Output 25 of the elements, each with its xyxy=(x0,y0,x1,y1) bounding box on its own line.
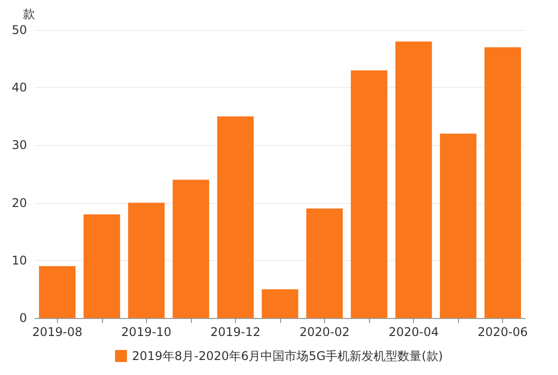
y-tick-label: 20 xyxy=(12,196,27,210)
legend-label: 2019年8月-2020年6月中国市场5G手机新发机型数量(款) xyxy=(132,349,443,363)
x-tick-label: 2020-02 xyxy=(299,325,350,339)
y-tick-label: 50 xyxy=(12,23,27,37)
bar xyxy=(262,289,298,318)
x-tick-label: 2019-08 xyxy=(32,325,82,339)
y-tick-label: 40 xyxy=(12,80,27,95)
y-tick-label: 0 xyxy=(19,311,27,325)
y-axis-title: 款 xyxy=(23,7,35,21)
bar xyxy=(350,70,388,318)
bar xyxy=(84,214,120,318)
y-tick-label: 10 xyxy=(12,253,27,268)
bar xyxy=(128,202,165,318)
bar xyxy=(484,47,521,318)
bar xyxy=(395,42,432,318)
x-tick-label: 2020-04 xyxy=(388,325,439,339)
x-tick-label: 2020-06 xyxy=(478,325,528,339)
x-tick-label: 2019-12 xyxy=(210,325,261,339)
bar xyxy=(39,266,76,318)
y-tick-label: 30 xyxy=(12,138,27,152)
bar xyxy=(217,116,254,318)
bar xyxy=(306,208,343,318)
x-tick-label: 2019-10 xyxy=(121,325,172,339)
bar xyxy=(172,180,210,318)
bar xyxy=(440,134,476,318)
